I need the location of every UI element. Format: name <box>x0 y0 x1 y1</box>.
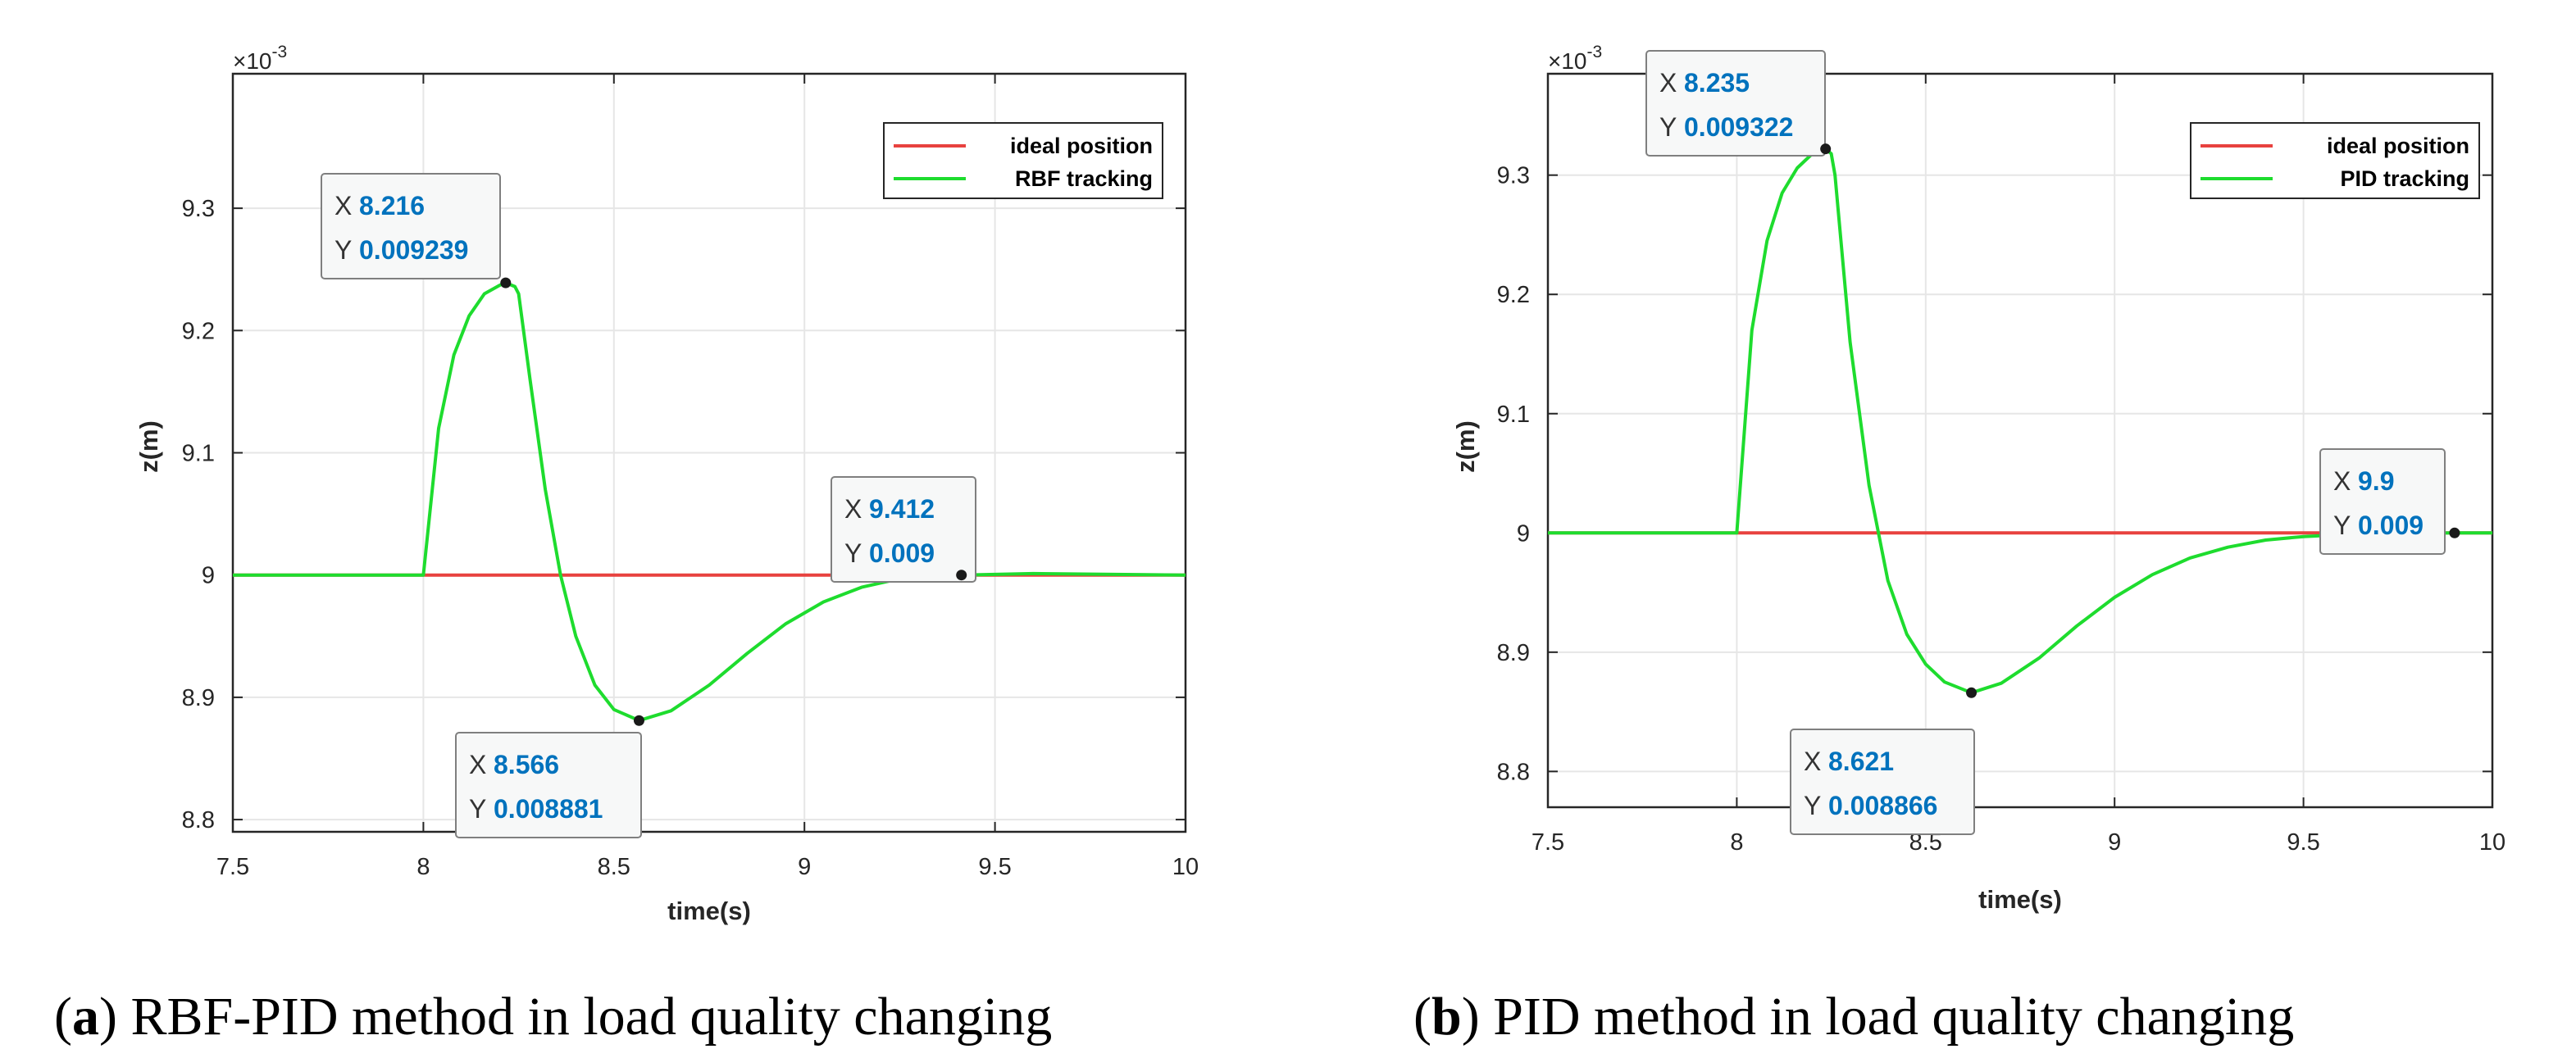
datatip-y-key: Y <box>1804 791 1821 820</box>
datatip-y-value: 0.009 <box>2358 511 2424 540</box>
datatip-y-value: 0.008866 <box>1828 791 1937 820</box>
legend-label: PID tracking <box>2340 166 2469 191</box>
panel-caption: (b) PID method in load quality changing <box>1413 987 2294 1047</box>
datatip-y-value: 0.008881 <box>494 794 603 824</box>
y-axis-label: z(m) <box>134 420 163 473</box>
datatip-x-value: 8.621 <box>1828 747 1894 776</box>
y-tick-label: 9.1 <box>182 441 215 467</box>
y-tick-label: 9.3 <box>1497 163 1530 189</box>
caption-text: PID method in load quality changing <box>1480 987 2295 1047</box>
datatip-box <box>2319 448 2446 555</box>
datatip-box <box>1645 50 1826 157</box>
axis-exponent-label: ×10-3 <box>233 43 287 74</box>
datatip-marker <box>956 570 967 581</box>
datatip-x-value: 8.216 <box>359 191 425 220</box>
exponent-power: -3 <box>272 43 288 61</box>
caption-paren-open: ( <box>1413 987 1431 1047</box>
datatip-y-key: Y <box>2333 511 2351 540</box>
x-tick-label: 9 <box>2108 829 2121 856</box>
exponent-power: -3 <box>1587 43 1603 61</box>
x-tick-label: 7.5 <box>1531 829 1564 856</box>
legend-label: ideal position <box>2327 134 2469 158</box>
datatip-y-value: 0.009322 <box>1684 112 1793 142</box>
datatip-y-value: 0.009239 <box>359 235 468 265</box>
datatip-y-value: 0.009 <box>869 538 935 568</box>
y-tick-label: 9.2 <box>1497 282 1530 308</box>
caption-paren-close: ) <box>99 987 117 1047</box>
y-tick-label: 8.9 <box>182 685 215 711</box>
datatip-x-value: 8.235 <box>1684 68 1750 98</box>
datatip-box <box>321 173 501 279</box>
y-tick-label: 9.3 <box>182 196 215 222</box>
legend-label: ideal position <box>1010 134 1153 158</box>
caption-letter: b <box>1431 987 1462 1047</box>
x-tick-label: 8.5 <box>598 854 630 880</box>
datatip-x-key: X <box>335 191 352 220</box>
x-tick-label: 8 <box>416 854 430 880</box>
y-tick-label: 8.9 <box>1497 640 1530 666</box>
legend-box <box>2190 122 2480 199</box>
datatip-y-key: Y <box>1659 112 1677 142</box>
x-tick-label: 9.5 <box>978 854 1011 880</box>
datatip-y-key: Y <box>335 235 352 265</box>
datatip: X 8.566 Y 0.008881 <box>455 715 644 838</box>
datatip-x-key: X <box>2333 466 2351 496</box>
datatip-x-value: 9.9 <box>2358 466 2394 496</box>
y-tick-label: 8.8 <box>182 807 215 833</box>
datatip-x-value: 9.412 <box>869 494 935 524</box>
x-tick-label: 7.5 <box>216 854 249 880</box>
y-axis-label: z(m) <box>1451 420 1480 473</box>
datatip-box <box>831 476 976 583</box>
datatip-marker <box>1966 687 1978 698</box>
caption-paren-close: ) <box>1462 987 1480 1047</box>
datatip-y-key: Y <box>844 538 862 568</box>
x-axis-label: time(s) <box>1978 885 2062 914</box>
datatip-box <box>1790 729 1975 835</box>
datatip-marker <box>633 715 644 726</box>
caption-letter: a <box>72 987 99 1047</box>
legend: ideal position PID tracking <box>2190 122 2480 199</box>
x-tick-label: 10 <box>1172 854 1199 880</box>
y-tick-label: 9.2 <box>182 318 215 344</box>
x-axis-label: time(s) <box>667 897 751 925</box>
datatip-marker <box>500 277 512 288</box>
exponent-base: ×10 <box>1548 48 1587 74</box>
datatip-x-key: X <box>844 494 862 524</box>
axis-exponent-label: ×10-3 <box>1548 43 1602 74</box>
datatip: X 9.9Y 0.009 <box>2319 448 2460 555</box>
panel-caption: (a) RBF-PID method in load quality chang… <box>54 987 1052 1047</box>
legend-label: RBF tracking <box>1015 166 1153 191</box>
legend: ideal position RBF tracking <box>883 122 1163 199</box>
datatip-x-key: X <box>469 750 486 779</box>
caption-text: RBF-PID method in load quality changing <box>117 987 1052 1047</box>
exponent-base: ×10 <box>233 48 272 74</box>
chart-panel-b: 7.5 8 8.5 9 9.5 108.88.999.19.29.3×10-3time(s… <box>1413 43 2505 1047</box>
datatip-x-value: 8.566 <box>494 750 559 779</box>
legend-box <box>883 122 1163 199</box>
y-tick-label: 9 <box>202 563 215 589</box>
datatip-marker <box>1820 143 1832 155</box>
axes-box <box>1546 72 2494 809</box>
datatip-marker <box>2449 527 2460 538</box>
caption-paren-open: ( <box>54 987 72 1047</box>
y-tick-label: 8.8 <box>1497 759 1530 785</box>
x-tick-label: 9 <box>798 854 811 880</box>
x-tick-label: 8 <box>1730 829 1743 856</box>
chart-panel-a: 7.5 8 8.5 9 9.5 10 8.8 8.9 9 9.1 9.2 9.3 ×10-3 time(s… <box>54 43 1199 1047</box>
x-tick-label: 10 <box>2479 829 2505 856</box>
datatip-box <box>455 732 642 838</box>
y-tick-label: 9 <box>1517 520 1530 547</box>
datatip-y-key: Y <box>469 794 486 824</box>
x-tick-label: 9.5 <box>2287 829 2319 856</box>
datatip-x-key: X <box>1804 747 1821 776</box>
series-line-pid-tracking <box>1548 147 2492 695</box>
datatip-x-key: X <box>1659 68 1677 98</box>
series-line-rbf-tracking <box>233 281 1186 723</box>
y-tick-label: 9.1 <box>1497 402 1530 428</box>
